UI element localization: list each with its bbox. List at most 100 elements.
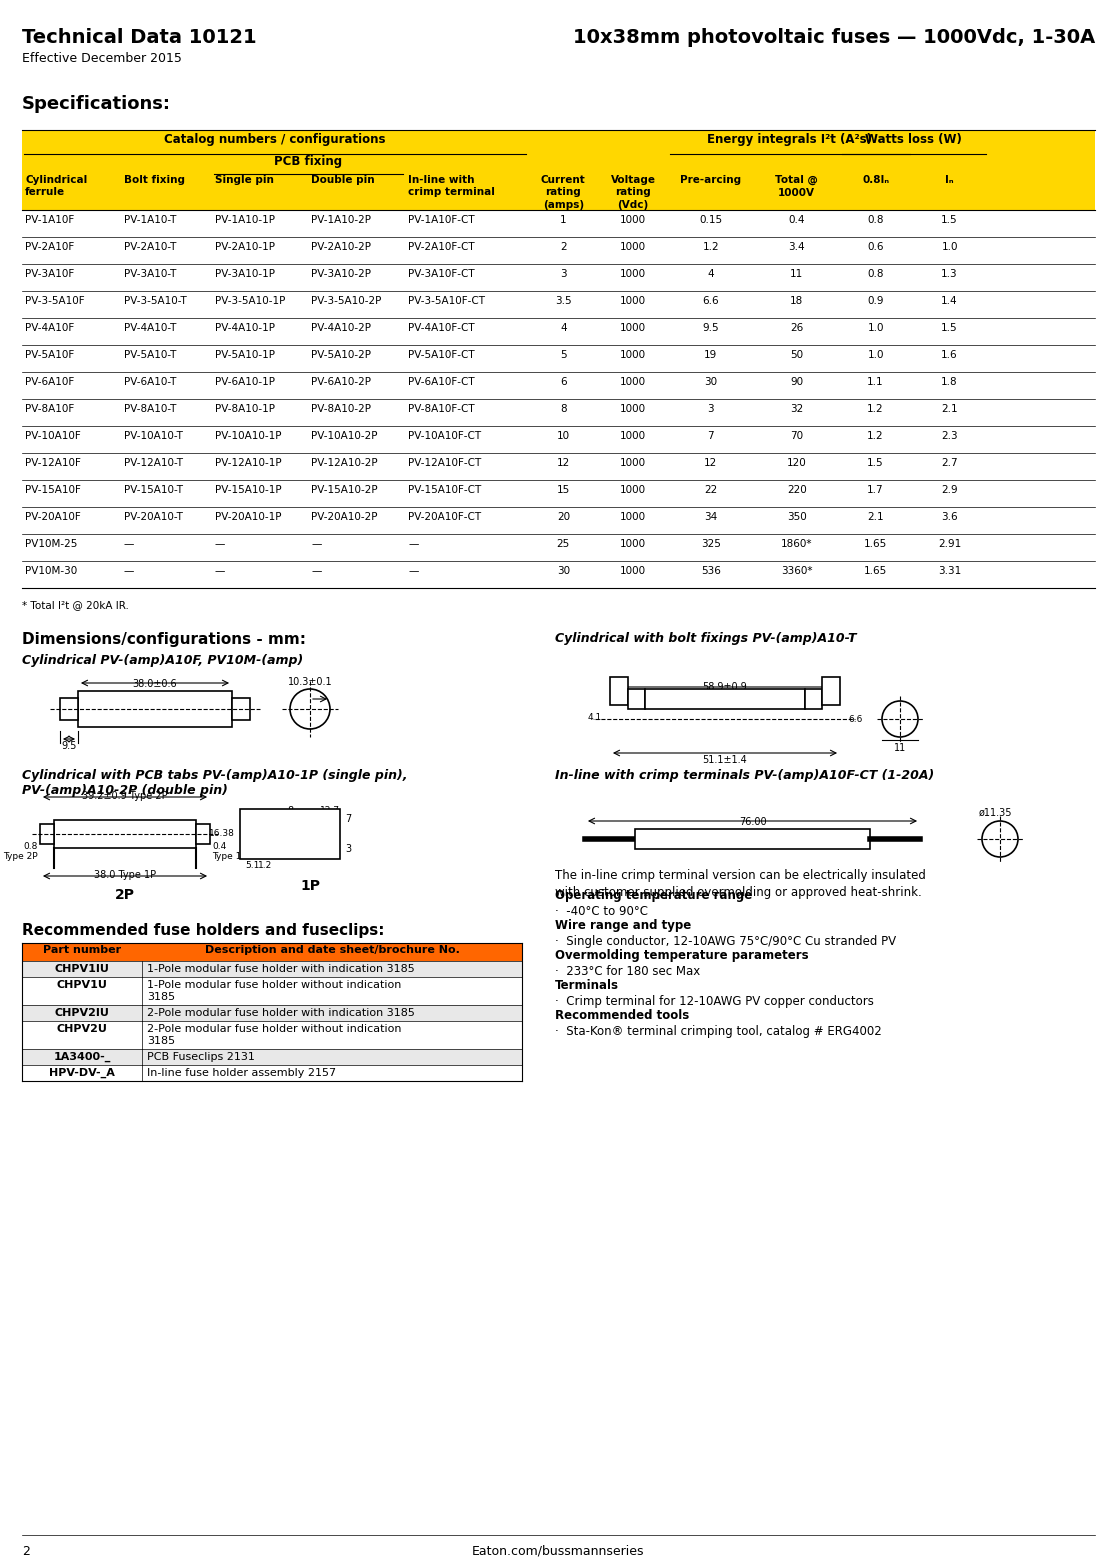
- Text: PV-2A10F-CT: PV-2A10F-CT: [408, 242, 475, 253]
- Text: 2.3: 2.3: [942, 431, 958, 441]
- Text: 536: 536: [701, 566, 720, 576]
- Text: 18: 18: [790, 296, 803, 306]
- Text: PV-10A10-1P: PV-10A10-1P: [214, 431, 281, 441]
- Text: 3.5: 3.5: [555, 296, 572, 306]
- Text: 12: 12: [704, 459, 717, 468]
- Text: PV-3-5A10F: PV-3-5A10F: [25, 296, 85, 306]
- Text: ·  233°C for 180 sec Max: · 233°C for 180 sec Max: [555, 966, 700, 978]
- Text: Technical Data 10121: Technical Data 10121: [22, 28, 257, 47]
- Text: 1000: 1000: [620, 566, 646, 576]
- Bar: [645, 690, 805, 708]
- Text: PV-12A10F: PV-12A10F: [25, 459, 80, 468]
- Bar: [22, 480, 1095, 507]
- Text: 38.0±0.6: 38.0±0.6: [133, 679, 178, 690]
- Text: 50: 50: [790, 349, 803, 360]
- Text: 1000: 1000: [620, 404, 646, 413]
- Text: PV-10A10F: PV-10A10F: [25, 431, 80, 441]
- Text: PV-5A10-T: PV-5A10-T: [124, 349, 176, 360]
- Text: Part number: Part number: [42, 945, 121, 955]
- Text: PV-4A10-1P: PV-4A10-1P: [214, 323, 275, 332]
- Text: ·  -40°C to 90°C: · -40°C to 90°C: [555, 905, 648, 917]
- Text: Energy integrals I²t (A²s): Energy integrals I²t (A²s): [707, 133, 872, 147]
- Text: —: —: [408, 540, 419, 549]
- Text: Double pin: Double pin: [312, 175, 375, 186]
- Text: Description and date sheet/brochure No.: Description and date sheet/brochure No.: [204, 945, 459, 955]
- Text: 1000: 1000: [620, 268, 646, 279]
- Text: 1: 1: [560, 215, 566, 225]
- Text: 10: 10: [556, 431, 570, 441]
- Bar: [22, 237, 1095, 264]
- Text: * Total I²t @ 20kA IR.: * Total I²t @ 20kA IR.: [22, 601, 128, 610]
- Text: 9.5: 9.5: [61, 741, 77, 750]
- Text: PV-20A10-1P: PV-20A10-1P: [214, 512, 281, 523]
- Bar: [22, 1065, 522, 1081]
- Text: 20: 20: [556, 512, 570, 523]
- Text: 0.8: 0.8: [867, 268, 884, 279]
- Text: 2P: 2P: [115, 888, 135, 902]
- Bar: [22, 977, 522, 1005]
- Text: Wire range and type: Wire range and type: [555, 919, 691, 931]
- Bar: [610, 677, 628, 705]
- Text: Terminals: Terminals: [555, 980, 619, 992]
- Text: PV-15A10-2P: PV-15A10-2P: [312, 485, 379, 495]
- Text: 51.1±1.4: 51.1±1.4: [703, 755, 747, 764]
- Text: PV-12A10-2P: PV-12A10-2P: [312, 459, 379, 468]
- Text: 26: 26: [790, 323, 803, 332]
- Text: —: —: [124, 566, 134, 576]
- Text: ø11.35: ø11.35: [978, 808, 1012, 817]
- Text: 325: 325: [701, 540, 720, 549]
- Text: ·  Crimp terminal for 12-10AWG PV copper conductors: · Crimp terminal for 12-10AWG PV copper …: [555, 995, 873, 1008]
- Text: 0.15: 0.15: [699, 215, 723, 225]
- Bar: [22, 562, 1095, 588]
- Bar: [22, 942, 522, 961]
- Bar: [40, 824, 54, 844]
- Text: 1A3400-_: 1A3400-_: [54, 1051, 111, 1062]
- Text: 2.1: 2.1: [867, 512, 884, 523]
- Text: 1P: 1P: [300, 878, 319, 892]
- Text: PV-3A10F-CT: PV-3A10F-CT: [408, 268, 475, 279]
- Text: 25: 25: [556, 540, 570, 549]
- Bar: [634, 828, 870, 849]
- Bar: [22, 534, 1095, 562]
- Text: 1.3: 1.3: [942, 268, 958, 279]
- Bar: [60, 697, 78, 721]
- Text: 1.0: 1.0: [867, 349, 884, 360]
- Text: PV-15A10-T: PV-15A10-T: [124, 485, 183, 495]
- Text: Cylindrical with PCB tabs PV-(amp)A10-1P (single pin),
PV-(amp)A10-2P (double pi: Cylindrical with PCB tabs PV-(amp)A10-1P…: [22, 769, 408, 797]
- Text: 2-Pole modular fuse holder with indication 3185: 2-Pole modular fuse holder with indicati…: [147, 1008, 414, 1019]
- Text: Dimensions/configurations - mm:: Dimensions/configurations - mm:: [22, 632, 306, 647]
- Text: Current
rating
(amps): Current rating (amps): [541, 175, 585, 209]
- Text: 70: 70: [790, 431, 803, 441]
- Text: 10.3±0.1: 10.3±0.1: [288, 677, 333, 686]
- Text: 22: 22: [704, 485, 717, 495]
- Text: PV-20A10F: PV-20A10F: [25, 512, 80, 523]
- Text: 1000: 1000: [620, 323, 646, 332]
- Text: 1.65: 1.65: [863, 566, 887, 576]
- Text: 0.9: 0.9: [867, 296, 884, 306]
- Text: 19: 19: [704, 349, 717, 360]
- Text: PV-4A10F-CT: PV-4A10F-CT: [408, 323, 475, 332]
- Text: 1-Pole modular fuse holder with indication 3185: 1-Pole modular fuse holder with indicati…: [147, 964, 414, 973]
- Text: Iₙ: Iₙ: [945, 175, 954, 186]
- Text: 2.91: 2.91: [938, 540, 962, 549]
- Text: 30: 30: [705, 378, 717, 387]
- Text: 2: 2: [22, 1544, 30, 1558]
- Text: Specifications:: Specifications:: [22, 95, 171, 112]
- Text: PV-3A10-1P: PV-3A10-1P: [214, 268, 275, 279]
- Text: Eaton.com/bussmannseries: Eaton.com/bussmannseries: [471, 1544, 645, 1558]
- Text: —: —: [312, 540, 322, 549]
- Text: PV-2A10-T: PV-2A10-T: [124, 242, 176, 253]
- Text: 0.4: 0.4: [789, 215, 805, 225]
- Text: PV-5A10F-CT: PV-5A10F-CT: [408, 349, 475, 360]
- Text: PV-8A10F: PV-8A10F: [25, 404, 74, 413]
- Text: 3.4: 3.4: [789, 242, 805, 253]
- Text: 76.00: 76.00: [738, 817, 766, 827]
- Bar: [805, 690, 822, 708]
- Text: PV-15A10-1P: PV-15A10-1P: [214, 485, 281, 495]
- Bar: [22, 371, 1095, 399]
- Text: PV-3A10F: PV-3A10F: [25, 268, 74, 279]
- Text: PV-2A10-2P: PV-2A10-2P: [312, 242, 372, 253]
- Text: 2-Pole modular fuse holder without indication
3185: 2-Pole modular fuse holder without indic…: [147, 1023, 401, 1047]
- Bar: [22, 1020, 522, 1048]
- Bar: [22, 129, 1095, 211]
